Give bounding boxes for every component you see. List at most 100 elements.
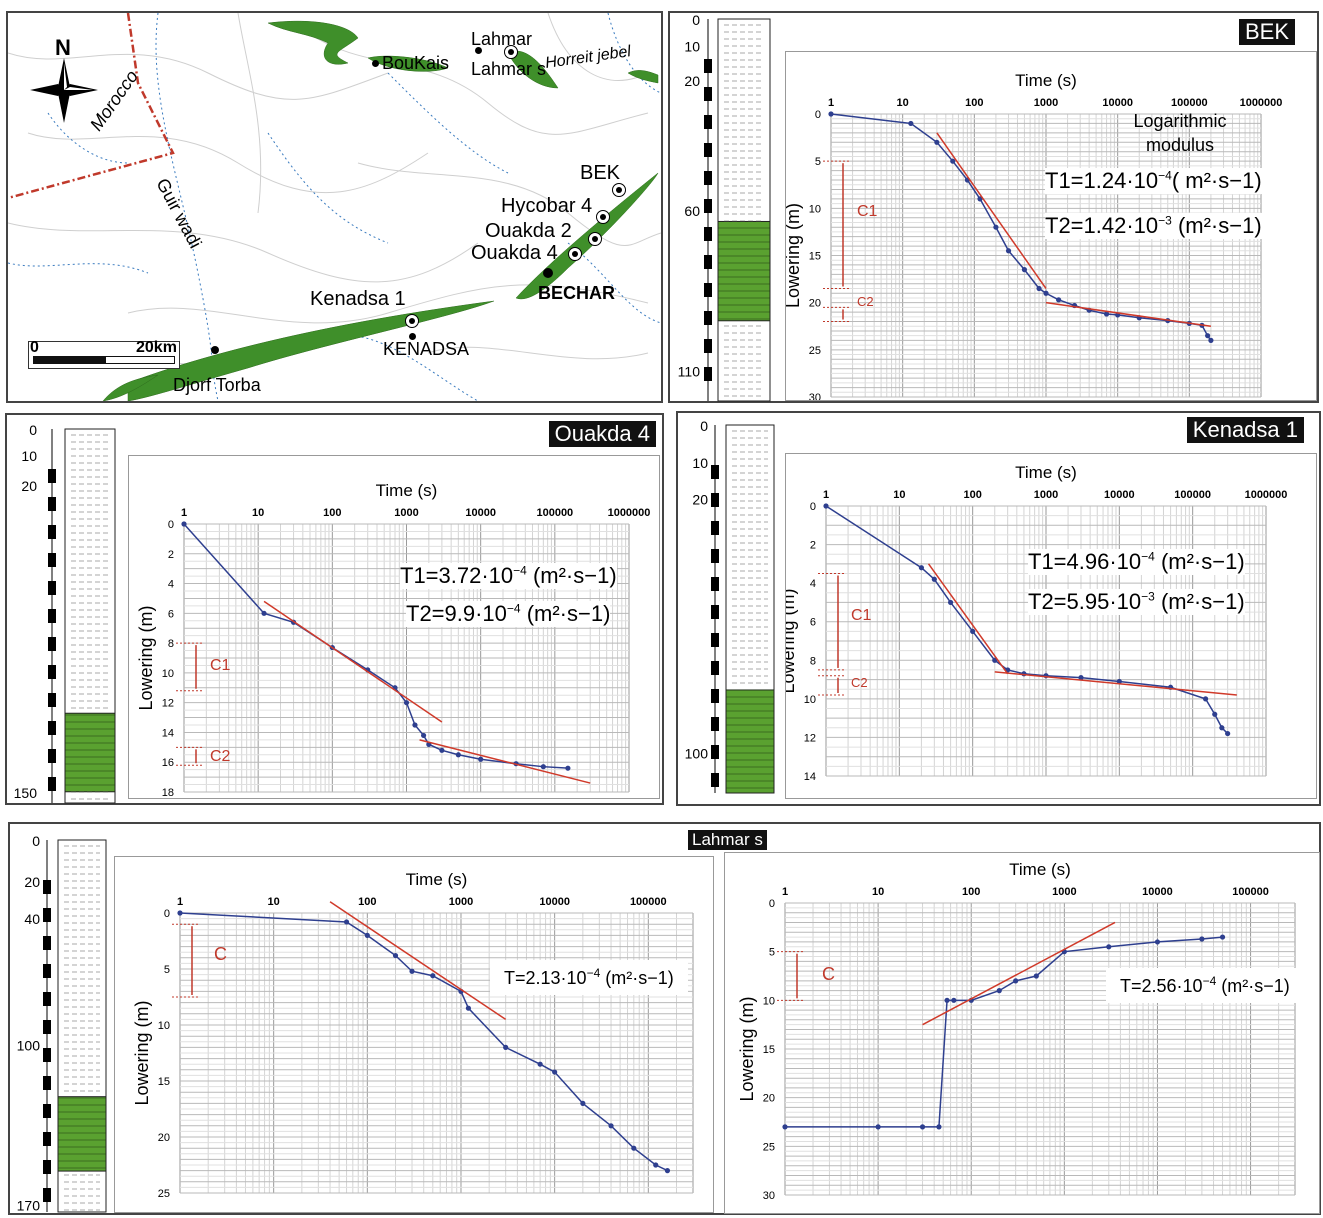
data-point (1056, 297, 1062, 303)
lahmar-left-chart: 1 10 100 1000 10000 100000 0 5 10 15 20 25 Time (s) L… (132, 870, 694, 1200)
lahmar-left-c: C (214, 944, 227, 964)
x-tick-label: 1000000 (1245, 489, 1288, 501)
well-icon (405, 314, 419, 328)
bek-lithology-column: 0 10 20 60 110 (678, 13, 771, 402)
ruler-segment (48, 637, 56, 651)
kenadsa1-panel: Kenadsa 1 0 10 20 100 1 10 100 1000 10000 100000… (676, 411, 1321, 806)
x-tick-label: 100 (323, 507, 341, 519)
place-lahmar: Lahmar (471, 29, 533, 49)
y-tick-label: 5 (815, 156, 821, 168)
y-tick-label: 0 (168, 519, 174, 531)
data-point (540, 764, 546, 770)
x-tick-label: 100 (358, 896, 376, 908)
ruler-segment (48, 469, 56, 483)
x-tick-label: 10000 (539, 896, 570, 908)
country-border (8, 13, 175, 200)
lahmar-lithology-column: 0 20 40 100 170 (17, 833, 107, 1214)
kenadsa1-chart: 1 10 100 1000 10000 100000 1000000 0 2 4 6 8 10 12 14 T… (778, 463, 1288, 783)
y-axis-title: Lowering (m) (136, 605, 156, 710)
lahmar-right-t: T=2.56·10−4 (m²·s−1) (1106, 968, 1304, 1003)
x-tick-label: 10000 (1104, 489, 1135, 501)
y-tick-label: 4 (810, 578, 816, 590)
data-point (908, 120, 914, 127)
x-axis-title: Time (s) (1015, 463, 1077, 482)
y-tick-label: 25 (809, 345, 821, 357)
data-point (918, 565, 925, 571)
data-point (950, 158, 956, 164)
kenadsa1-c1: C1 (851, 607, 872, 624)
ruler-segment (711, 549, 719, 563)
ruler-segment (711, 521, 719, 535)
x-tick-label: 10000 (1102, 97, 1133, 109)
ruler-segment (704, 87, 712, 101)
data-line (179, 912, 668, 1172)
ruler-segment (43, 1160, 51, 1174)
dot-boukais (372, 60, 379, 67)
data-point (1219, 725, 1225, 731)
ruler-segment (704, 283, 712, 297)
data-point (392, 952, 399, 959)
x-tick-label: 1000 (449, 896, 473, 908)
y-tick-label: 0 (810, 501, 816, 513)
x-tick-label: 1 (181, 507, 187, 519)
well-icon (596, 210, 610, 224)
data-point (1103, 311, 1110, 317)
bek-note: Logarithmic modulus (1133, 111, 1227, 155)
fit-line (1045, 301, 1212, 327)
x-tick-label: 10000 (1142, 886, 1173, 898)
x-tick-label: 100000 (1174, 489, 1211, 501)
lahmar-left-t: T=2.13·10−4 (m²·s−1) (490, 960, 688, 995)
ruler-segment (48, 749, 56, 763)
x-tick-label: 100000 (536, 507, 573, 519)
y-tick-label: 0 (815, 109, 821, 121)
ruler-segment (711, 577, 719, 591)
data-point (465, 1005, 472, 1011)
data-point (1208, 337, 1214, 343)
data-point (478, 756, 484, 762)
data-point (1154, 939, 1161, 945)
north-label: N (55, 35, 71, 60)
fit-line (419, 739, 591, 784)
limestone-layer (64, 712, 116, 793)
depth-label: 0 (692, 13, 700, 28)
y-tick-label: 20 (763, 1093, 775, 1105)
x-tick-label: 1000000 (608, 507, 651, 519)
y-axis-title: Lowering (m) (737, 996, 757, 1101)
scale-start: 0 (30, 339, 39, 356)
place-djorf: Djorf Torba (173, 375, 261, 395)
x-tick-label: 1000000 (1240, 97, 1283, 109)
ruler-segment (48, 777, 56, 791)
data-point (1199, 936, 1205, 942)
depth-label: 170 (17, 1198, 41, 1214)
ruler-segment (48, 609, 56, 623)
fit-line (994, 671, 1237, 696)
well-icon (568, 247, 582, 261)
ruler-segment (711, 633, 719, 647)
y-tick-label: 10 (804, 694, 816, 706)
data-point (1219, 934, 1226, 940)
ouakda4-t2: T2=9.9·10−4 (m²·s−1) (406, 601, 611, 627)
data-point (403, 700, 410, 706)
data-point (181, 521, 187, 527)
y-tick-label: 8 (810, 655, 816, 667)
bek-c2: C2 (857, 294, 874, 309)
x-tick-label: 1 (782, 886, 788, 898)
place-lahmar-s: Lahmar s (471, 59, 547, 79)
data-point (936, 1124, 942, 1130)
data-point (1212, 711, 1218, 717)
x-axis-title: Time (s) (406, 870, 468, 889)
data-point (992, 657, 998, 663)
data-point (1013, 978, 1019, 984)
ruler-segment (711, 745, 719, 759)
y-tick-label: 4 (168, 579, 174, 591)
data-point (951, 997, 957, 1003)
ruler-segment (711, 605, 719, 619)
y-axis-title: Lowering (m) (786, 588, 798, 693)
x-tick-label: 10 (252, 507, 264, 519)
ouakda4-c1: C1 (210, 657, 231, 674)
ruler-segment (711, 773, 719, 787)
well-icon (588, 232, 602, 246)
depth-label: 20 (684, 73, 700, 89)
depth-label: 110 (678, 363, 701, 379)
y-tick-label: 12 (162, 698, 174, 710)
